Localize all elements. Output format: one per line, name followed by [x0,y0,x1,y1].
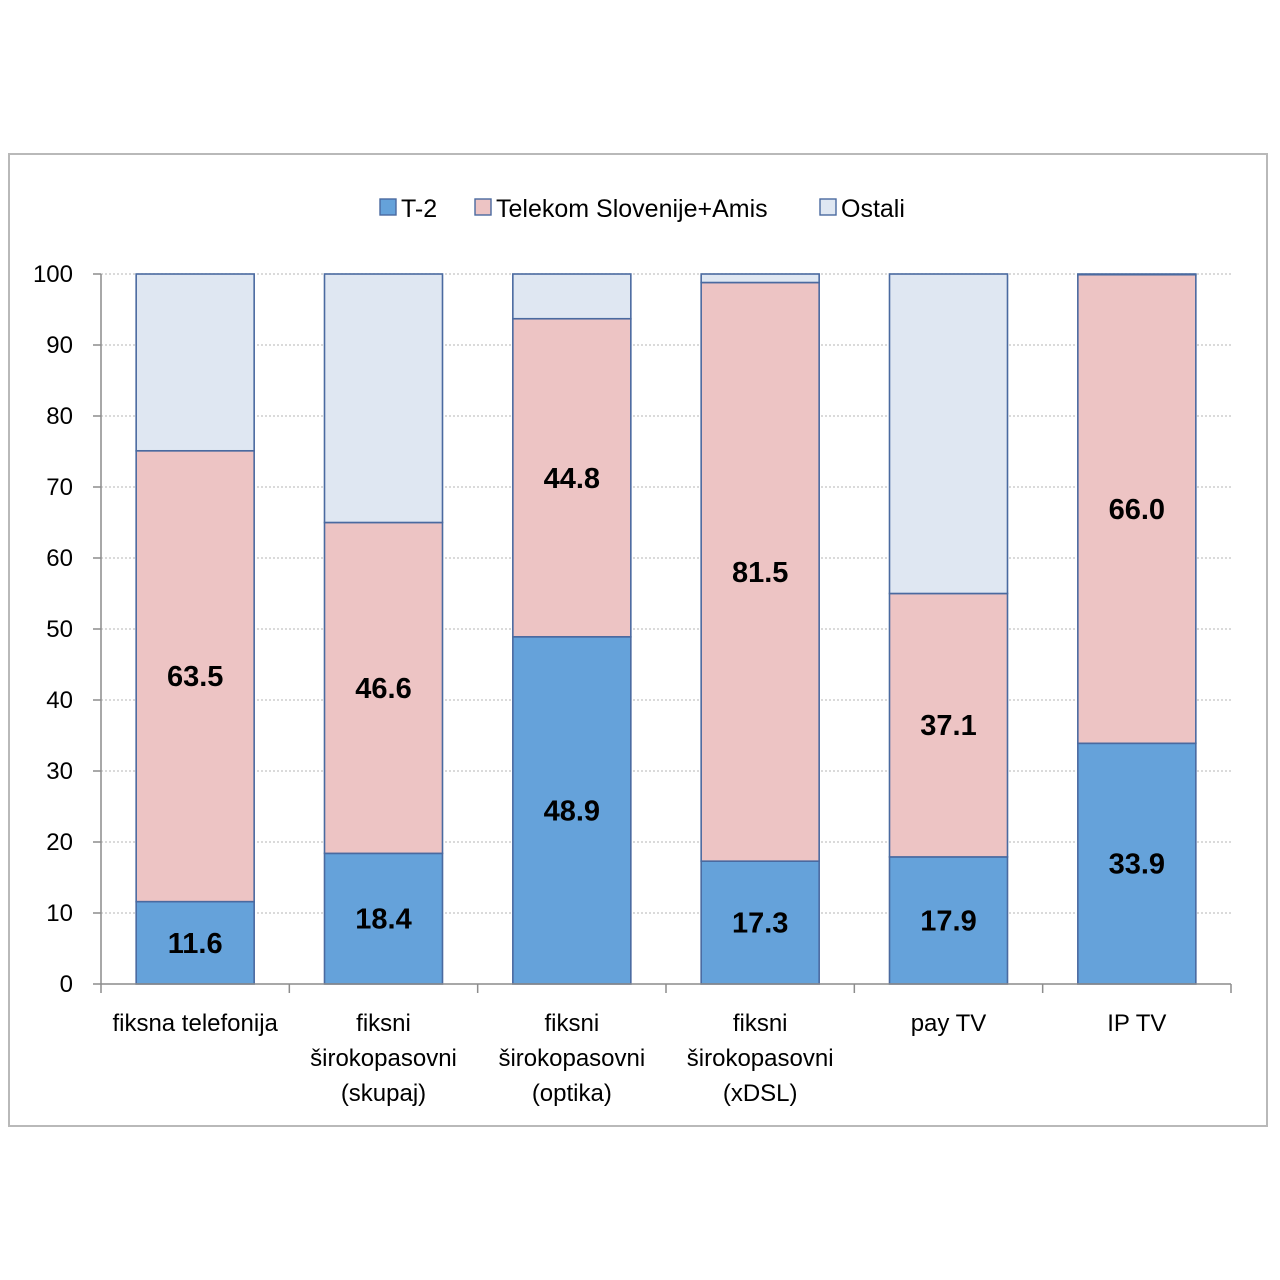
y-tick-label: 90 [46,332,73,359]
bar-ostali [888,273,1009,595]
x-tick-label: IP TV [1107,1010,1166,1037]
bar-ostali [323,273,444,524]
legend: T-2 Telekom Slovenije+Amis Ostali [379,195,905,223]
gridlines [101,273,1231,914]
data-label: 48.9 [544,795,600,827]
bar-t-2 [323,852,444,985]
bar-telekom-slovenije-amis [888,592,1009,858]
y-tick-label: 40 [46,687,73,714]
data-label: 63.5 [167,661,223,693]
bar-ostali [700,273,820,284]
y-tick-label: 100 [33,261,73,288]
data-label: 81.5 [732,557,788,589]
y-tick-label: 60 [46,545,73,572]
bar-telekom-slovenije-amis [700,281,820,862]
x-tick-label: fiksni širokopasovni (xDSL) [687,1010,834,1107]
data-label: 17.9 [920,905,976,937]
data-labels: 11.6 63.5 18.4 46.6 48.9 44.8 17.3 81.5 17.9 37.1… [167,463,1165,960]
data-label: 66.0 [1109,494,1165,526]
bar-t-2 [888,856,1009,985]
data-label: 18.4 [355,904,411,936]
stacked-bar-chart: 0 10 20 30 40 50 60 70 80 90 100 fiksna telefonija f… [33,195,1232,1107]
data-label: 11.6 [168,928,223,960]
bar-telekom-slovenije-amis [1077,273,1197,745]
y-tick-label: 50 [46,616,73,643]
data-label: 46.6 [355,673,411,705]
data-label: 33.9 [1109,849,1165,881]
x-tick-label: fiksna telefonija [112,1010,278,1037]
bar-t-2 [512,636,632,985]
data-label: 44.8 [544,463,600,495]
bar-t-2 [700,860,820,985]
x-tick-label: pay TV [911,1010,987,1037]
y-tick-label: 10 [46,900,73,927]
bar-ostali [1077,273,1197,276]
bar-telekom-slovenije-amis [323,521,444,855]
bar-ostali [135,273,255,452]
y-tick-label: 70 [46,474,73,501]
x-tick-label: fiksni širokopasovni (optika) [498,1010,645,1107]
bar-telekom-slovenije-amis [512,317,632,638]
bars [135,273,1197,985]
legend-swatch [474,198,492,216]
y-tick-label: 0 [60,971,73,998]
legend-label: Telekom Slovenije+Amis [496,195,768,223]
y-tick-label: 20 [46,829,73,856]
legend-label: T-2 [401,195,437,223]
y-tick-label: 80 [46,403,73,430]
legend-swatch [819,198,837,216]
data-label: 37.1 [920,710,976,742]
data-label: 17.3 [732,908,788,940]
axes: 0 10 20 30 40 50 60 70 80 90 100 fiksna telefonija f… [33,261,1232,1107]
bar-t-2 [1077,742,1197,985]
x-tick-label: fiksni širokopasovni (skupaj) [310,1010,457,1107]
chart-frame: 0 10 20 30 40 50 60 70 80 90 100 fiksna telefonija f… [8,153,1268,1127]
y-tick-label: 30 [46,758,73,785]
legend-label: Ostali [841,195,905,223]
bar-ostali [512,273,632,320]
legend-swatch [379,198,397,216]
bar-telekom-slovenije-amis [135,449,255,903]
